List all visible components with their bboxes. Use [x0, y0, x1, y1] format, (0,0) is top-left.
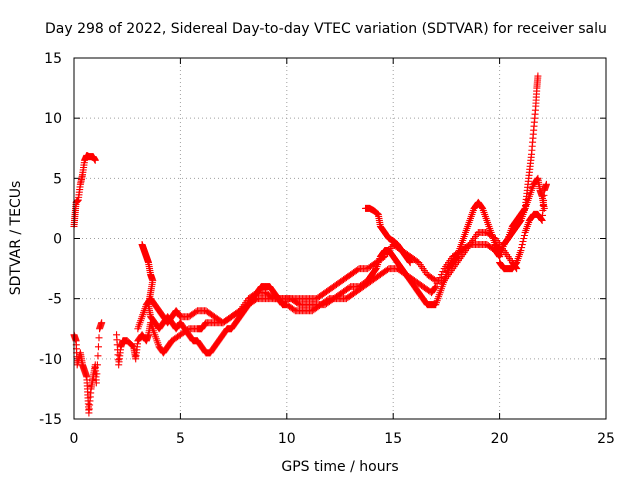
- data-point-marker: [520, 235, 528, 242]
- y-tick-label: -5: [48, 292, 62, 308]
- data-series: [496, 180, 550, 273]
- x-axis-label: GPS time / hours: [281, 459, 398, 475]
- data-point-marker: [478, 203, 486, 211]
- data-point-marker: [520, 231, 528, 239]
- data-series: [496, 72, 542, 261]
- x-tick-label: 25: [597, 431, 615, 447]
- x-tick-label: 20: [491, 431, 509, 447]
- data-point-marker: [93, 361, 101, 369]
- data-point-marker: [94, 352, 102, 360]
- data-point-marker: [93, 370, 101, 378]
- y-tick-label: 5: [53, 171, 62, 187]
- axis-ticks: 0 5 10 15 20 25 -15 -10 -5 0 5 10 15: [39, 51, 615, 447]
- data-point-marker: [520, 205, 528, 213]
- y-tick-label: -10: [39, 352, 62, 368]
- data-point-marker: [432, 283, 440, 291]
- data-point-marker: [406, 259, 414, 267]
- data-point-marker: [503, 236, 511, 244]
- data-point-marker: [92, 379, 100, 387]
- plot-frame: [73, 57, 607, 420]
- data-point-marker: [517, 247, 525, 255]
- data-point-marker: [542, 180, 550, 188]
- data-series: [70, 151, 99, 230]
- data-point-marker: [371, 266, 379, 274]
- data-point-marker: [534, 72, 542, 80]
- y-tick-label: 0: [53, 232, 62, 248]
- data-series: [362, 204, 414, 267]
- data-point-marker: [129, 342, 137, 350]
- data-point-marker: [437, 271, 445, 279]
- data-point-marker: [518, 241, 526, 249]
- y-tick-label: 10: [44, 111, 62, 127]
- data-point-marker: [512, 260, 520, 268]
- data-point-marker: [406, 258, 414, 266]
- x-tick-label: 10: [278, 431, 296, 447]
- data-points: [70, 72, 550, 417]
- data-point-marker: [91, 156, 99, 164]
- x-tick-label: 0: [70, 431, 79, 447]
- data-point-marker: [94, 343, 102, 351]
- x-tick-label: 5: [176, 431, 185, 447]
- data-point-marker: [439, 268, 447, 276]
- data-series: [500, 174, 548, 249]
- data-point-marker: [518, 244, 526, 252]
- y-tick-label: -15: [39, 412, 62, 428]
- chart-title: Day 298 of 2022, Sidereal Day-to-day VTE…: [45, 21, 607, 37]
- y-axis-label: SDTVAR / TECUs: [8, 181, 24, 296]
- data-point-marker: [533, 175, 541, 183]
- data-point-marker: [373, 209, 381, 217]
- data-series: [70, 319, 106, 417]
- x-tick-label: 15: [384, 431, 402, 447]
- data-point-marker: [98, 319, 106, 327]
- data-point-marker: [95, 334, 103, 342]
- data-point-marker: [519, 238, 527, 246]
- data-point-marker: [431, 284, 439, 292]
- y-tick-label: 15: [44, 51, 62, 67]
- data-point-marker: [537, 215, 545, 223]
